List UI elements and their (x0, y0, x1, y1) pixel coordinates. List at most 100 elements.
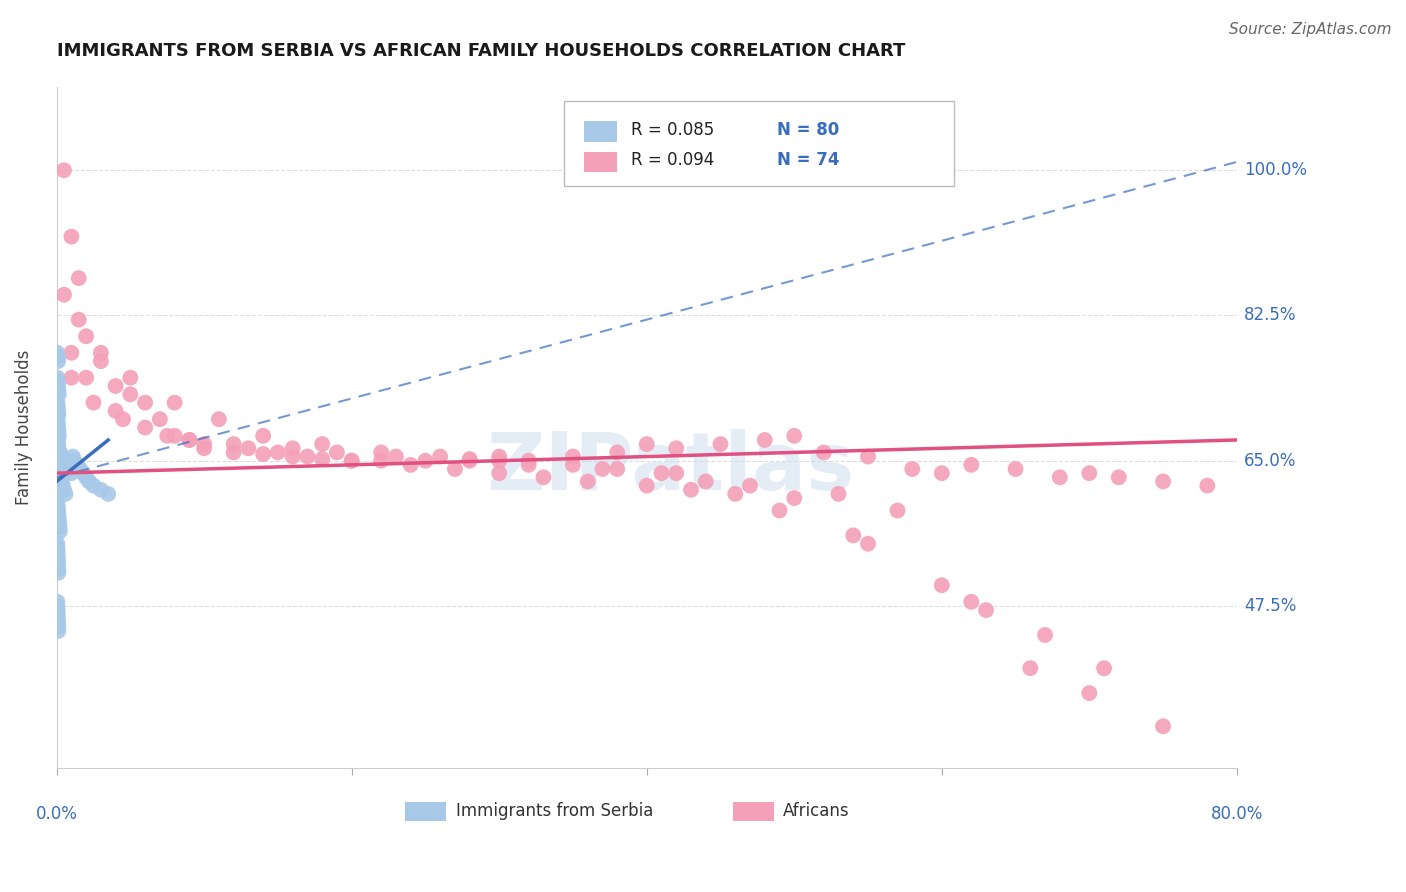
Point (591, 462, 613, 476)
Point (1078, 466, 1101, 480)
Point (49, 470, 72, 484)
Point (311, 437, 333, 451)
Point (827, 487, 849, 501)
Point (156, 429, 179, 443)
Point (724, 487, 747, 501)
Point (49, 458, 72, 472)
Point (48, 425, 70, 439)
Point (134, 420, 156, 434)
Point (1092, 661, 1115, 675)
Point (69, 462, 91, 476)
Point (48, 516, 70, 530)
Point (931, 578, 953, 592)
Point (134, 395, 156, 409)
Point (488, 453, 510, 467)
Text: N = 80: N = 80 (776, 121, 839, 139)
Point (399, 458, 422, 472)
Point (48, 445, 70, 459)
Point (768, 503, 790, 517)
Point (458, 452, 481, 467)
Point (636, 478, 658, 492)
Text: Source: ZipAtlas.com: Source: ZipAtlas.com (1229, 22, 1392, 37)
Point (62, 450, 84, 464)
Point (49, 458, 72, 472)
Point (606, 462, 628, 476)
Point (46, 417, 69, 431)
Point (311, 452, 333, 467)
Point (48, 442, 70, 456)
Point (49, 466, 72, 480)
Point (46, 395, 69, 409)
Point (222, 437, 245, 451)
Point (46, 400, 69, 414)
Point (267, 445, 290, 459)
Point (709, 437, 731, 451)
Text: 80.0%: 80.0% (1211, 805, 1263, 823)
Point (46, 370, 69, 384)
Point (179, 433, 201, 447)
Point (82, 478, 104, 492)
Point (60, 229, 83, 244)
Point (55, 487, 77, 501)
Point (63, 453, 86, 467)
Point (783, 429, 806, 443)
FancyBboxPatch shape (583, 121, 617, 142)
Point (517, 453, 540, 467)
Point (77, 475, 100, 489)
Point (48, 450, 70, 464)
Point (974, 603, 997, 617)
Point (49, 462, 72, 476)
Point (48, 566, 70, 580)
Point (90, 346, 112, 360)
Point (46, 450, 69, 464)
Point (783, 491, 806, 505)
Point (75, 329, 97, 343)
Point (46, 615, 69, 630)
Point (444, 462, 467, 476)
Point (46, 561, 69, 575)
Point (193, 437, 215, 451)
Point (49, 524, 72, 539)
Text: 82.5%: 82.5% (1244, 307, 1296, 325)
Point (1033, 628, 1056, 642)
Point (120, 387, 142, 401)
Point (46, 379, 69, 393)
Point (46, 599, 69, 613)
Point (252, 429, 274, 443)
Point (415, 453, 437, 467)
Point (48, 462, 70, 476)
Text: ZIPatlas: ZIPatlas (486, 429, 855, 508)
Point (842, 528, 865, 542)
Point (46, 595, 69, 609)
Point (48, 520, 70, 534)
Point (252, 447, 274, 461)
Point (46, 500, 69, 514)
Text: R = 0.094: R = 0.094 (631, 151, 714, 169)
Point (665, 442, 688, 456)
Point (149, 412, 172, 426)
Point (754, 433, 776, 447)
Point (606, 445, 628, 459)
Point (75, 470, 97, 484)
Point (48, 408, 70, 422)
FancyBboxPatch shape (405, 802, 446, 821)
Point (48, 450, 70, 464)
Point (886, 503, 908, 517)
Point (46, 375, 69, 389)
Point (163, 429, 186, 443)
Text: IMMIGRANTS FROM SERBIA VS AFRICAN FAMILY HOUSEHOLDS CORRELATION CHART: IMMIGRANTS FROM SERBIA VS AFRICAN FAMILY… (56, 42, 905, 60)
Point (46, 503, 69, 517)
Point (66, 458, 89, 472)
Point (960, 595, 983, 609)
Point (533, 470, 555, 484)
Point (46, 495, 69, 509)
FancyBboxPatch shape (564, 101, 953, 186)
Point (679, 483, 702, 497)
Point (429, 450, 451, 464)
Point (48, 512, 70, 526)
Text: 65.0%: 65.0% (1244, 451, 1296, 470)
Point (1049, 470, 1071, 484)
Point (562, 450, 585, 464)
Point (562, 458, 585, 472)
Point (46, 429, 69, 443)
